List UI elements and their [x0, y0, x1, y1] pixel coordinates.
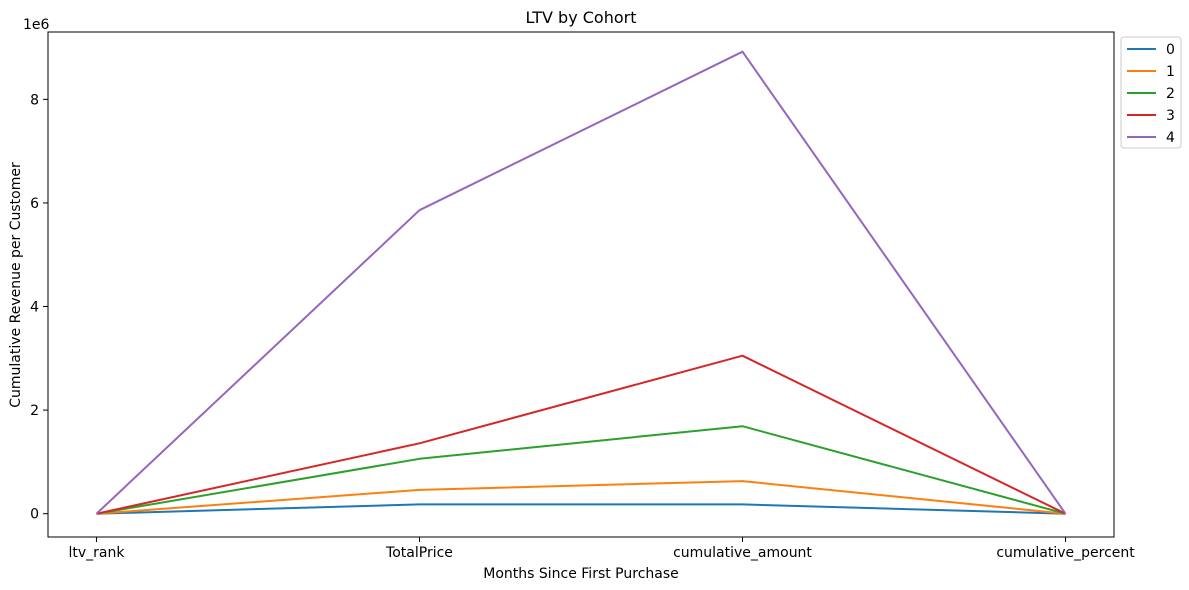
y-tick-label: 4 [30, 300, 39, 316]
legend-label-2: 2 [1166, 86, 1175, 102]
ticks-layer: ltv_rank TotalPrice cumulative_amount cumul… [30, 92, 1135, 561]
series-line-0 [96, 503, 1066, 515]
legend: 0 1 2 3 4 [1120, 36, 1182, 149]
y-axis-label: Cumulative Revenue per Customer [8, 162, 24, 408]
series-layer [95, 50, 1067, 515]
x-tick-label: cumulative_amount [673, 545, 812, 561]
y-tick-label: 8 [30, 92, 39, 108]
series-line-3 [96, 354, 1066, 515]
plot-frame [47, 31, 1115, 538]
series-line-4 [95, 50, 1067, 515]
y-tick-label: 0 [30, 507, 39, 523]
chart-title: LTV by Cohort [526, 8, 637, 27]
legend-label-0: 0 [1166, 42, 1175, 58]
y-tick-label: 6 [30, 196, 39, 212]
y-tick-label: 2 [30, 403, 39, 419]
legend-label-1: 1 [1166, 64, 1175, 80]
x-tick-label: cumulative_percent [996, 545, 1135, 561]
y-offset-label: 1e6 [23, 17, 50, 33]
legend-label-3: 3 [1166, 108, 1175, 124]
legend-label-4: 4 [1166, 130, 1175, 146]
series-line-2 [96, 425, 1066, 515]
x-tick-label: TotalPrice [385, 545, 453, 561]
x-axis-label: Months Since First Purchase [483, 566, 679, 582]
series-line-1 [96, 480, 1066, 515]
x-tick-label: ltv_rank [68, 545, 125, 561]
